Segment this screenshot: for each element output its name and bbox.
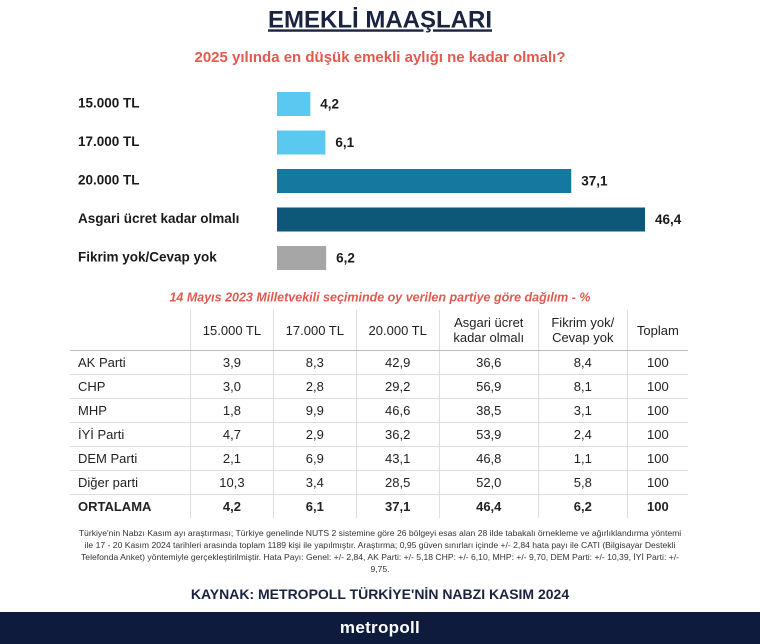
table-cell: 3,9 [190,350,274,375]
table-cell: 2,8 [272,374,357,399]
category-label: Fikrim yok/Cevap yok [78,250,217,265]
row-label: Diğer parti [70,470,191,495]
table-cell: 36,6 [438,350,539,375]
table-cell: 38,5 [438,398,539,423]
bar [277,92,311,116]
table-cell: 100 [626,374,688,399]
logo: metropoll [339,618,421,637]
table-cell: 3,1 [537,398,628,423]
source: KAYNAK: METROPOLL TÜRKİYE'NİN NABZI KASI… [190,586,570,602]
table-row: Diğer parti 10,3 3,4 28,5 52,0 5,8 100 [70,470,688,495]
table-cell: 28,5 [355,470,440,495]
row-label: İYİ Parti [70,422,191,447]
table-cell: 46,8 [438,446,539,471]
table-cell: 100 [626,494,688,518]
table-cell: 6,1 [272,494,357,518]
table-cell: 37,1 [355,494,440,518]
table-cell: 6,2 [537,494,628,518]
table-cell: 8,1 [537,374,628,399]
category-label: 20.000 TL [78,173,140,188]
table-cell: 100 [626,470,688,495]
bar [277,207,645,232]
table-cell: 46,4 [438,494,539,518]
row-label: DEM Parti [70,446,191,471]
header-cell: 15.000 TL [190,310,274,351]
table-cell: 36,2 [355,422,440,447]
value-label: 4,2 [320,97,339,112]
table-cell: 1,8 [190,398,274,423]
table-cell: 100 [626,446,688,471]
table-cell: 42,9 [355,350,440,375]
table-cell: 3,0 [190,374,274,399]
table-cell: 5,8 [537,470,628,495]
header-cell: Fikrim yok/ Cevap yok [537,310,628,351]
header-cell: Asgari ücret kadar olmalı [438,310,539,351]
table-cell: 8,3 [272,350,357,375]
table-cell: 4,7 [190,422,274,447]
table-row: DEM Parti 2,1 6,9 43,1 46,8 1,1 100 [70,446,688,471]
value-label: 37,1 [581,174,608,189]
category-label: 17.000 TL [78,134,140,149]
table-cell: 6,9 [272,446,357,471]
table-cell: 56,9 [438,374,539,399]
value-label: 46,4 [655,212,682,227]
table-cell: 46,6 [355,398,440,423]
table-cell: 1,1 [537,446,628,471]
table-cell: 100 [626,350,688,375]
table-cell: 100 [626,422,688,447]
header-cell: 17.000 TL [272,310,357,351]
table-cell: 2,9 [272,422,357,447]
row-label: CHP [70,374,191,399]
row-label: ORTALAMA [78,499,152,514]
footer-bar: metropoll [0,612,760,644]
row-label: MHP [70,398,191,423]
table-cell: 3,4 [272,470,357,495]
bar [277,246,327,270]
value-label: 6,1 [335,135,354,150]
header-cell: Toplam [626,310,688,351]
header-cell: 20.000 TL [355,310,440,351]
table-cell: 29,2 [355,374,440,399]
table-cell: 53,9 [438,422,539,447]
table-cell: 8,4 [537,350,628,375]
table-row: CHP 3,0 2,8 29,2 56,9 8,1 100 [70,374,688,399]
table: 15.000 TL 17.000 TL 20.000 TL Asgari ücret … [70,310,688,518]
table-cell: 52,0 [438,470,539,495]
table-cell: 10,3 [190,470,274,495]
bar [277,169,572,193]
table-row: ORTALAMA 4,2 6,1 37,1 46,4 6,2 100 [70,494,688,518]
table-cell: 43,1 [355,446,440,471]
chart: EMEKLİ MAAŞLARI 2025 yılında en düşük em… [78,6,682,304]
chart-subtitle: 2025 yılında en düşük emekli aylığı ne k… [195,49,566,66]
category-label: 15.000 TL [78,96,140,111]
table-title: 14 Mayıs 2023 Milletvekili seçiminde oy … [169,290,590,304]
footnote: Türkiye'nin Nabzı Kasım ayı araştırması;… [78,528,682,574]
table-cell: 4,2 [190,494,274,518]
header-row: 15.000 TL 17.000 TL 20.000 TL Asgari ücret … [70,310,688,351]
value-label: 6,2 [336,251,355,266]
table-row: İYİ Parti 4,7 2,9 36,2 53,9 2,4 100 [70,422,688,447]
row-label: AK Parti [70,350,191,375]
table-cell: 2,4 [537,422,628,447]
header-cell [70,310,191,351]
category-label: Asgari ücret kadar olmalı [78,211,239,226]
table-cell: 9,9 [272,398,357,423]
table-cell: 2,1 [190,446,274,471]
table-row: AK Parti 3,9 8,3 42,9 36,6 8,4 100 [70,350,688,375]
bar [277,130,326,155]
table-row: MHP 1,8 9,9 46,6 38,5 3,1 100 [70,398,688,423]
chart-title: EMEKLİ MAAŞLARI [268,6,492,33]
table-cell: 100 [626,398,688,423]
